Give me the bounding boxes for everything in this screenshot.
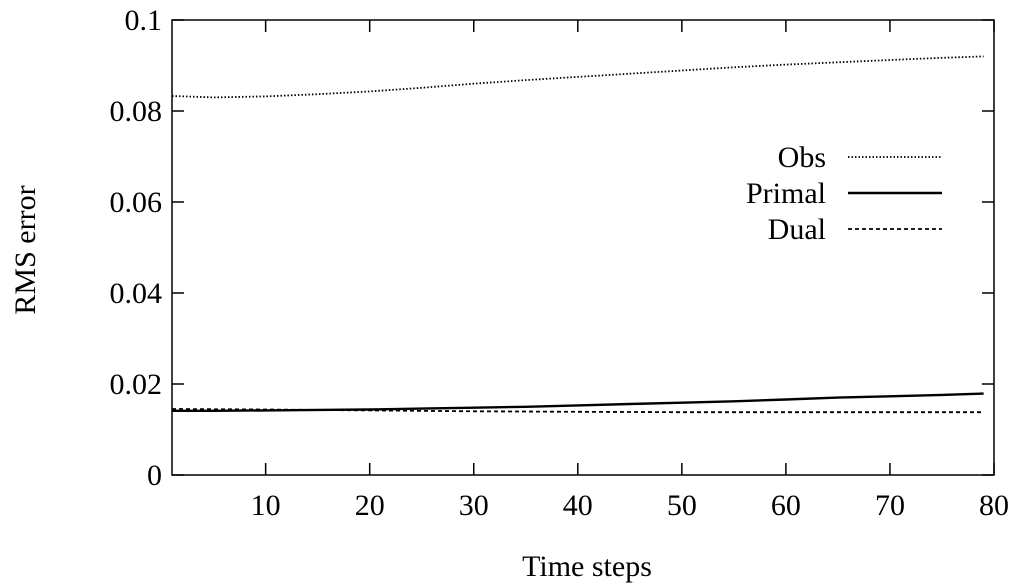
- x-tick-label: 20: [355, 489, 385, 522]
- y-axis-label: RMS error: [9, 185, 42, 314]
- axis-ticks: [172, 19, 995, 476]
- legend-label-primal: Primal: [746, 177, 826, 210]
- legend-label-obs: Obs: [778, 141, 826, 174]
- y-tick-label: 0.06: [110, 186, 163, 219]
- plot-area: [171, 19, 995, 476]
- series-line-primal: [172, 392, 984, 412]
- x-tick-label: 30: [459, 489, 489, 522]
- series-line-obs: [171, 55, 984, 99]
- series-line-dual: [171, 408, 984, 414]
- plot-frame: [171, 19, 995, 476]
- legend-label-dual: Dual: [768, 213, 826, 246]
- x-tick-label: 60: [771, 489, 801, 522]
- y-tick-label: 0.04: [110, 277, 163, 310]
- x-tick-label: 40: [563, 489, 593, 522]
- y-tick-label: 0: [147, 459, 162, 492]
- y-tick-label: 0.1: [125, 4, 163, 37]
- x-tick-label: 50: [667, 489, 697, 522]
- y-tick-label: 0.02: [110, 368, 163, 401]
- x-axis-label: Time steps: [522, 550, 652, 583]
- y-tick-label: 0.08: [110, 95, 163, 128]
- x-tick-label: 10: [251, 489, 281, 522]
- x-tick-label: 80: [979, 489, 1009, 522]
- tick-labels: 10 20 30 40 50 60 70 80 0 0.02 0.04 0.06 0.08 0.1: [110, 4, 1010, 522]
- series-lines: [171, 55, 984, 414]
- x-tick-label: 70: [875, 489, 905, 522]
